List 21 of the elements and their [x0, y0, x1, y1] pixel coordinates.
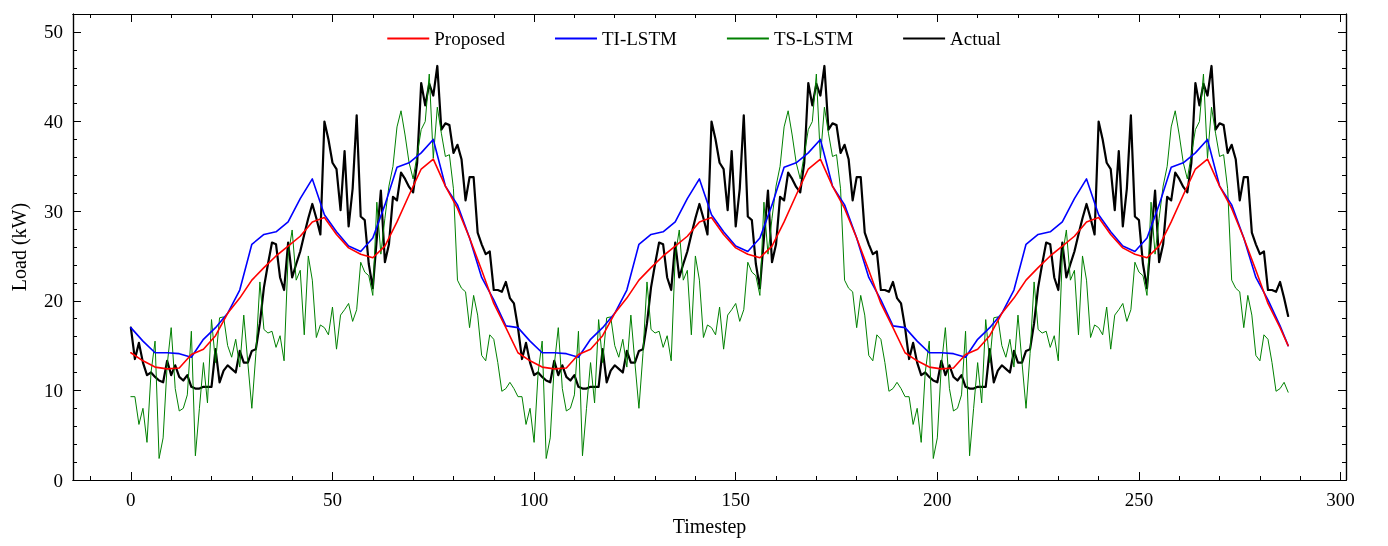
y-tick-label: 40 — [44, 111, 63, 133]
x-tick-label: 50 — [322, 489, 342, 510]
x-tick-label: 200 — [923, 489, 952, 510]
y-tick-label: 20 — [44, 290, 63, 312]
legend-label: TS-LSTM — [773, 28, 854, 49]
y-tick-label: 10 — [44, 379, 63, 401]
x-tick-label: 0 — [126, 489, 136, 510]
x-tick-label: 250 — [1124, 489, 1154, 510]
x-axis-title: Timestep — [672, 515, 747, 538]
legend-label: TI-LSTM — [601, 28, 678, 49]
legend-label: Actual — [950, 28, 1001, 49]
line-series — [129, 64, 1290, 390]
y-tick-label: 30 — [44, 200, 63, 222]
line-series — [130, 73, 1289, 459]
x-tick-label: 100 — [519, 489, 549, 510]
y-tick-label: 50 — [44, 21, 63, 43]
legend-label: Proposed — [434, 28, 506, 49]
y-tick-label: 0 — [53, 469, 63, 491]
y-axis-title: Load (kW) — [8, 202, 31, 292]
x-tick-label: 300 — [1326, 489, 1355, 510]
x-tick-label: 150 — [721, 489, 750, 510]
